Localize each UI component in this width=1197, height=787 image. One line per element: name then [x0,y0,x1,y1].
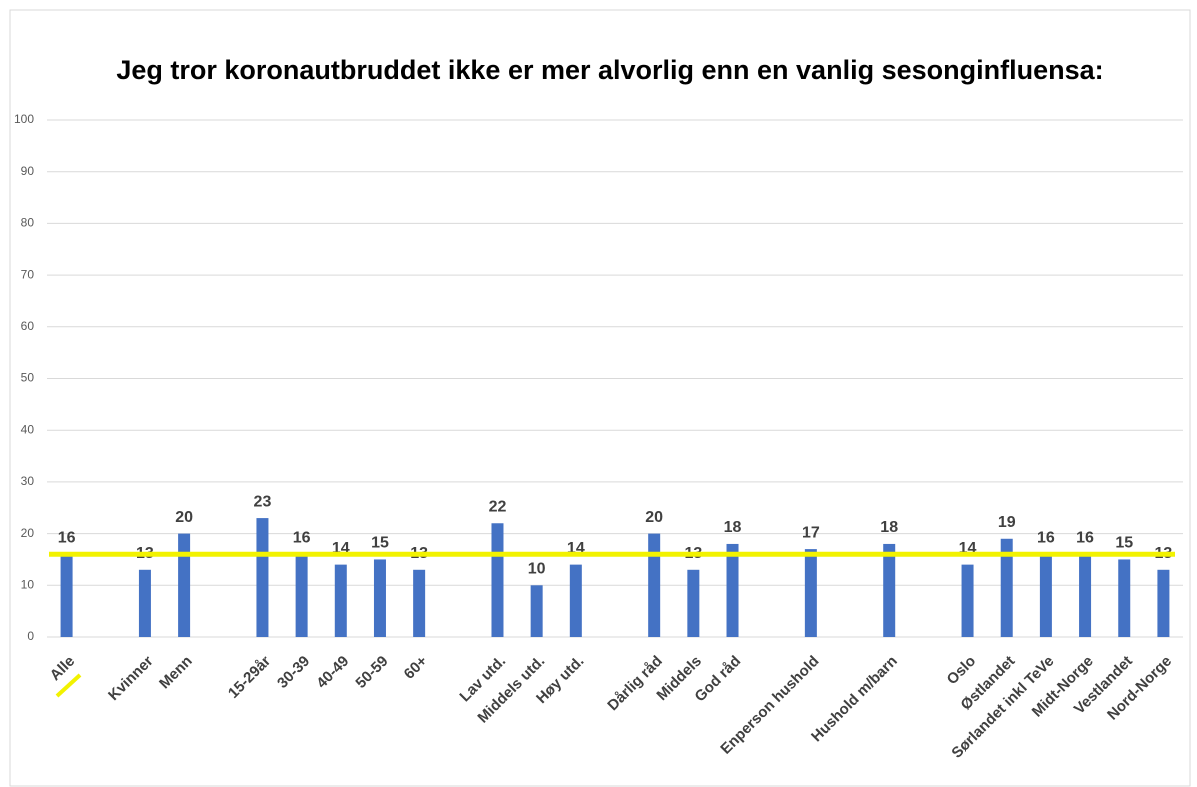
chart-border [9,9,1191,787]
value-label: 20 [645,509,663,526]
bar [60,554,73,637]
bar [256,518,269,637]
value-label: 10 [528,561,546,578]
bar [569,564,582,637]
value-label: 15 [1115,535,1133,552]
value-label: 16 [58,529,76,546]
y-tick-label: 100 [14,112,34,126]
y-tick-label: 30 [21,474,35,488]
value-label: 18 [724,519,742,536]
bar [334,564,347,637]
bar [373,559,386,637]
bar [413,569,426,637]
y-tick-label: 60 [21,319,35,333]
value-label: 16 [293,529,311,546]
bar [1157,569,1170,637]
bar [804,549,817,637]
bar [726,543,739,637]
bar [961,564,974,637]
bar [687,569,700,637]
highlight-stroke [55,673,82,698]
bar [1118,559,1131,637]
bar [648,533,661,637]
bar [1079,554,1092,637]
bar [295,554,308,637]
bar [530,585,543,637]
value-label: 19 [998,514,1016,531]
value-label: 23 [254,493,272,510]
value-label: 20 [175,509,193,526]
chart-title: Jeg tror koronautbruddet ikke er mer alv… [116,55,1103,85]
y-tick-label: 80 [21,216,35,230]
y-tick-label: 40 [21,422,35,436]
y-tick-label: 0 [27,629,34,643]
bar [178,533,191,637]
value-label: 18 [880,519,898,536]
bar [138,569,151,637]
value-label: 17 [802,524,820,541]
y-tick-label: 50 [21,371,35,385]
value-label: 22 [489,498,507,515]
bar [1039,554,1052,637]
y-tick-label: 10 [21,577,35,591]
value-label: 16 [1037,529,1055,546]
bar [491,523,504,637]
bar [883,543,896,637]
y-tick-label: 70 [21,267,35,281]
y-tick-label: 90 [21,164,35,178]
bar [1000,538,1013,637]
value-label: 16 [1076,529,1094,546]
y-tick-label: 20 [21,526,35,540]
value-label: 15 [371,535,389,552]
